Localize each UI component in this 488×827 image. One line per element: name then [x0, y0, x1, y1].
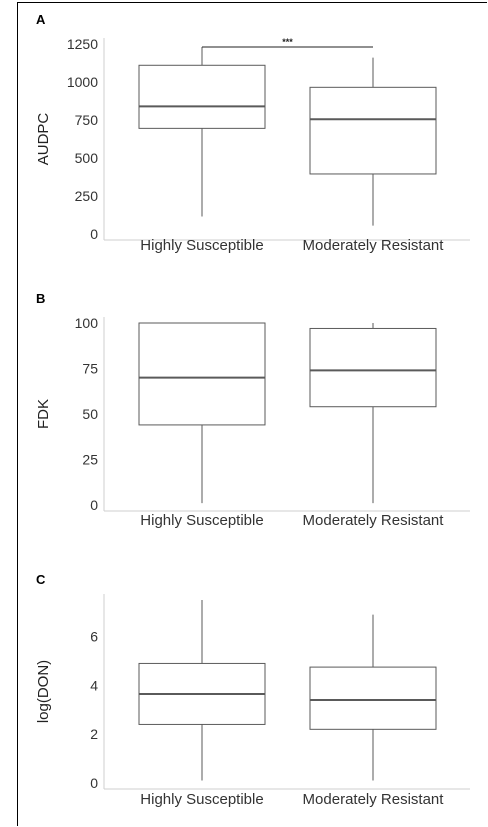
box-iqr	[309, 327, 437, 408]
category-label: Moderately Resistant	[303, 237, 445, 254]
y-tick-label: 500	[75, 150, 99, 166]
panel-a: A 0 250 500 750 1000 1250 AUDPC Highly Susceptib…	[35, 12, 470, 254]
category-label: Moderately Resistant	[303, 791, 445, 808]
y-tick-label: 25	[82, 452, 98, 468]
box-iqr	[138, 322, 266, 426]
y-tick-label: 0	[90, 775, 98, 791]
box-iqr	[309, 666, 437, 730]
y-tick-label: 4	[90, 677, 98, 693]
y-tick-label: 2	[90, 726, 98, 742]
box-iqr	[309, 86, 437, 175]
panel-b: B 0 25 50 75 100 FDK Highly Susceptible Moderate…	[35, 291, 470, 529]
y-tick-label: 1250	[67, 36, 98, 52]
y-tick-label: 0	[90, 497, 98, 513]
y-tick-label: 250	[75, 188, 99, 204]
figure-frame	[17, 2, 487, 826]
category-label: Highly Susceptible	[140, 237, 263, 254]
box-1	[138, 47, 266, 217]
y-tick-label: 50	[82, 406, 98, 422]
y-tick-label: 75	[82, 361, 98, 377]
box-1	[138, 322, 266, 504]
category-label: Highly Susceptible	[140, 512, 263, 529]
panel-c: C 0 2 4 6 log(DON) Highly Susceptible Moderatel…	[35, 572, 470, 808]
box-2	[309, 323, 437, 504]
y-tick-label: 1000	[67, 74, 98, 90]
panel-letter: B	[36, 291, 45, 306]
y-tick-label: 100	[75, 315, 99, 331]
box-2	[309, 614, 437, 781]
y-tick-label: 750	[75, 112, 99, 128]
y-tick-label: 6	[90, 629, 98, 645]
category-label: Moderately Resistant	[303, 512, 445, 529]
y-axis-label: AUDPC	[35, 113, 52, 166]
panel-letter: A	[36, 12, 46, 27]
box-1	[138, 600, 266, 781]
box-iqr	[138, 64, 266, 129]
category-label: Highly Susceptible	[140, 791, 263, 808]
significance-label: ***	[282, 37, 293, 47]
panel-letter: C	[36, 572, 46, 587]
y-axis-label: FDK	[35, 399, 52, 429]
y-tick-label: 0	[90, 226, 98, 242]
y-axis-label: log(DON)	[35, 660, 52, 723]
box-2	[309, 57, 437, 226]
